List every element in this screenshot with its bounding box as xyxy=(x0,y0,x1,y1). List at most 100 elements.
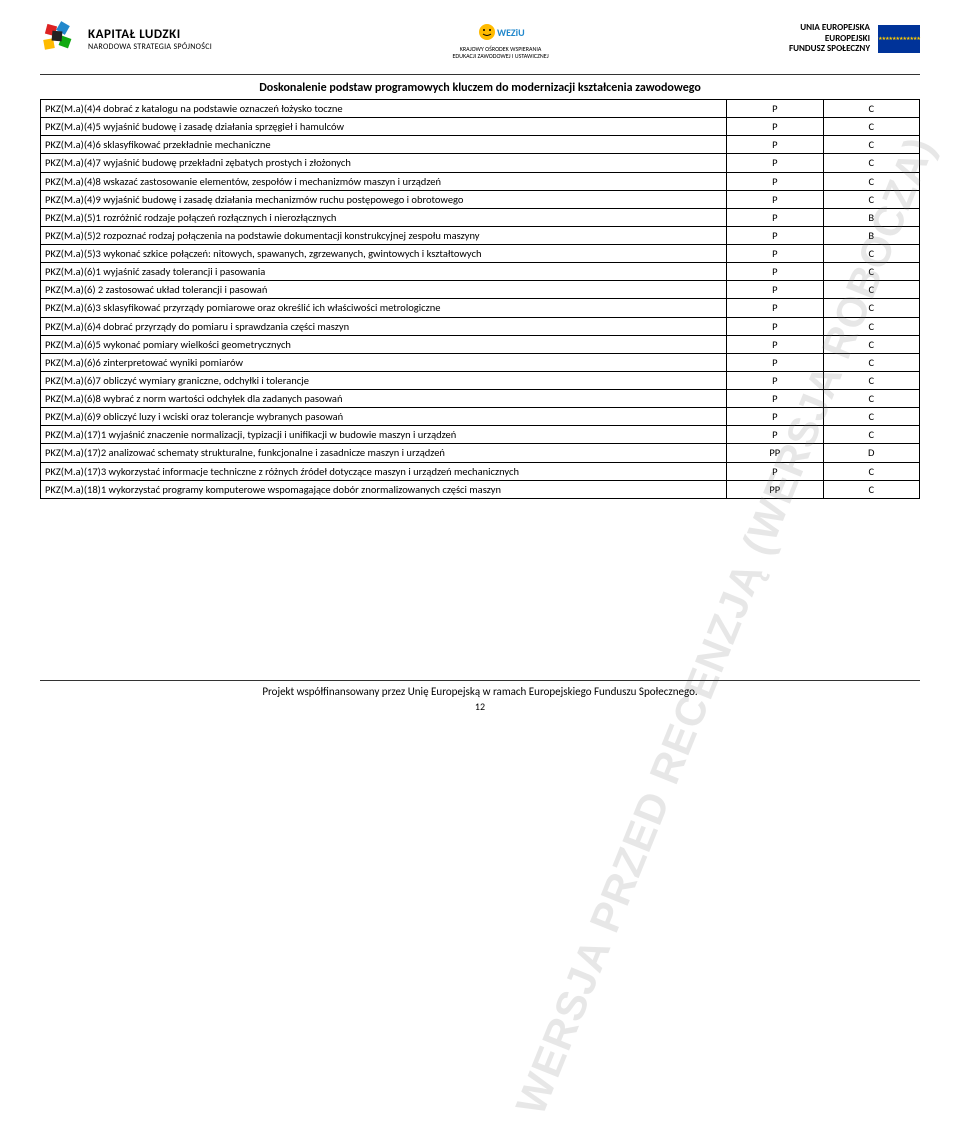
competency-cell: PKZ(M.a)(5)1 rozróżnić rodzaje połączeń … xyxy=(41,208,727,226)
page-footer: Projekt współfinansowany przez Unię Euro… xyxy=(0,680,960,713)
table-row: PKZ(M.a)(4)6 sklasyfikować przekładnie m… xyxy=(41,136,920,154)
competency-cell: PKZ(M.a)(4)5 wyjaśnić budowę i zasadę dz… xyxy=(41,118,727,136)
competency-cell: PKZ(M.a)(6)7 obliczyć wymiary graniczne,… xyxy=(41,371,727,389)
kl-title: KAPITAŁ LUDZKI xyxy=(88,27,212,42)
svg-text:WEZiU: WEZiU xyxy=(497,26,525,39)
logo-koweziu: WEZiU KRAJOWY OŚRODEK WSPIERANIA EDUKACJ… xyxy=(452,18,548,59)
competency-cell: PKZ(M.a)(4)8 wskazać zastosowanie elemen… xyxy=(41,172,727,190)
table-row: PKZ(M.a)(6)3 sklasyfikować przyrządy pom… xyxy=(41,299,920,317)
eu-flag-icon xyxy=(878,25,920,53)
competency-cell: PKZ(M.a)(4)7 wyjaśnić budowę przekładni … xyxy=(41,154,727,172)
competency-cell: PKZ(M.a)(6)8 wybrać z norm wartości odch… xyxy=(41,390,727,408)
level-cell: P xyxy=(727,390,823,408)
level-cell: P xyxy=(727,299,823,317)
page-header: KAPITAŁ LUDZKI NARODOWA STRATEGIA SPÓJNO… xyxy=(0,0,960,74)
level-cell: P xyxy=(727,263,823,281)
competency-cell: PKZ(M.a)(17)2 analizować schematy strukt… xyxy=(41,444,727,462)
category-cell: C xyxy=(823,480,919,498)
category-cell: C xyxy=(823,136,919,154)
category-cell: C xyxy=(823,299,919,317)
competency-cell: PKZ(M.a)(6) 2 zastosować układ tolerancj… xyxy=(41,281,727,299)
category-cell: C xyxy=(823,245,919,263)
table-row: PKZ(M.a)(4)5 wyjaśnić budowę i zasadę dz… xyxy=(41,118,920,136)
table-row: PKZ(M.a)(17)2 analizować schematy strukt… xyxy=(41,444,920,462)
table-row: PKZ(M.a)(6)5 wykonać pomiary wielkości g… xyxy=(41,335,920,353)
table-row: PKZ(M.a)(6)6 zinterpretować wyniki pomia… xyxy=(41,353,920,371)
table-row: PKZ(M.a)(6) 2 zastosować układ tolerancj… xyxy=(41,281,920,299)
table-row: PKZ(M.a)(18)1 wykorzystać programy kompu… xyxy=(41,480,920,498)
table-row: PKZ(M.a)(5)2 rozpoznać rodzaj połączenia… xyxy=(41,226,920,244)
level-cell: P xyxy=(727,208,823,226)
koweziu-line2: EDUKACJI ZAWODOWEJ I USTAWICZNEJ xyxy=(452,53,548,60)
competency-cell: PKZ(M.a)(18)1 wykorzystać programy kompu… xyxy=(41,480,727,498)
table-row: PKZ(M.a)(17)3 wykorzystać informacje tec… xyxy=(41,462,920,480)
eu-line3: FUNDUSZ SPOŁECZNY xyxy=(789,44,870,54)
level-cell: PP xyxy=(727,444,823,462)
competency-cell: PKZ(M.a)(6)5 wykonać pomiary wielkości g… xyxy=(41,335,727,353)
category-cell: B xyxy=(823,226,919,244)
competency-cell: PKZ(M.a)(6)4 dobrać przyrządy do pomiaru… xyxy=(41,317,727,335)
level-cell: P xyxy=(727,245,823,263)
table-row: PKZ(M.a)(6)7 obliczyć wymiary graniczne,… xyxy=(41,371,920,389)
category-cell: D xyxy=(823,444,919,462)
category-cell: C xyxy=(823,100,919,118)
competency-cell: PKZ(M.a)(6)6 zinterpretować wyniki pomia… xyxy=(41,353,727,371)
table-row: PKZ(M.a)(6)1 wyjaśnić zasady tolerancji … xyxy=(41,263,920,281)
table-row: PKZ(M.a)(4)8 wskazać zastosowanie elemen… xyxy=(41,172,920,190)
category-cell: C xyxy=(823,335,919,353)
category-cell: C xyxy=(823,408,919,426)
competency-cell: PKZ(M.a)(6)1 wyjaśnić zasady tolerancji … xyxy=(41,263,727,281)
category-cell: C xyxy=(823,190,919,208)
table-row: PKZ(M.a)(6)8 wybrać z norm wartości odch… xyxy=(41,390,920,408)
table-row: PKZ(M.a)(4)4 dobrać z katalogu na podsta… xyxy=(41,100,920,118)
page-title: Doskonalenie podstaw programowych klucze… xyxy=(0,75,960,99)
table-row: PKZ(M.a)(17)1 wyjaśnić znaczenie normali… xyxy=(41,426,920,444)
level-cell: P xyxy=(727,172,823,190)
competency-cell: PKZ(M.a)(6)9 obliczyć luzy i wciski oraz… xyxy=(41,408,727,426)
category-cell: C xyxy=(823,353,919,371)
table-row: PKZ(M.a)(4)7 wyjaśnić budowę przekładni … xyxy=(41,154,920,172)
category-cell: C xyxy=(823,317,919,335)
category-cell: C xyxy=(823,281,919,299)
competency-cell: PKZ(M.a)(17)1 wyjaśnić znaczenie normali… xyxy=(41,426,727,444)
table-row: PKZ(M.a)(4)9 wyjaśnić budowę i zasadę dz… xyxy=(41,190,920,208)
table-row: PKZ(M.a)(5)3 wykonać szkice połączeń: ni… xyxy=(41,245,920,263)
category-cell: C xyxy=(823,118,919,136)
competency-cell: PKZ(M.a)(17)3 wykorzystać informacje tec… xyxy=(41,462,727,480)
logo-eu: UNIA EUROPEJSKA EUROPEJSKI FUNDUSZ SPOŁE… xyxy=(789,23,920,54)
level-cell: P xyxy=(727,353,823,371)
competency-cell: PKZ(M.a)(6)3 sklasyfikować przyrządy pom… xyxy=(41,299,727,317)
logo-kapital-ludzki: KAPITAŁ LUDZKI NARODOWA STRATEGIA SPÓJNO… xyxy=(40,19,212,59)
level-cell: P xyxy=(727,190,823,208)
competency-cell: PKZ(M.a)(5)3 wykonać szkice połączeń: ni… xyxy=(41,245,727,263)
table-row: PKZ(M.a)(6)4 dobrać przyrządy do pomiaru… xyxy=(41,317,920,335)
table-row: PKZ(M.a)(6)9 obliczyć luzy i wciski oraz… xyxy=(41,408,920,426)
category-cell: C xyxy=(823,172,919,190)
competency-cell: PKZ(M.a)(4)6 sklasyfikować przekładnie m… xyxy=(41,136,727,154)
level-cell: P xyxy=(727,317,823,335)
competency-cell: PKZ(M.a)(4)4 dobrać z katalogu na podsta… xyxy=(41,100,727,118)
level-cell: P xyxy=(727,118,823,136)
category-cell: C xyxy=(823,462,919,480)
category-cell: C xyxy=(823,390,919,408)
level-cell: P xyxy=(727,154,823,172)
level-cell: P xyxy=(727,462,823,480)
kl-subtitle: NARODOWA STRATEGIA SPÓJNOŚCI xyxy=(88,42,212,52)
footer-divider xyxy=(40,680,920,681)
content-area: PKZ(M.a)(4)4 dobrać z katalogu na podsta… xyxy=(0,99,960,499)
page-number: 12 xyxy=(0,700,960,713)
level-cell: P xyxy=(727,408,823,426)
category-cell: C xyxy=(823,371,919,389)
competency-table: PKZ(M.a)(4)4 dobrać z katalogu na podsta… xyxy=(40,99,920,499)
category-cell: C xyxy=(823,426,919,444)
level-cell: P xyxy=(727,226,823,244)
level-cell: P xyxy=(727,426,823,444)
category-cell: B xyxy=(823,208,919,226)
table-row: PKZ(M.a)(5)1 rozróżnić rodzaje połączeń … xyxy=(41,208,920,226)
competency-cell: PKZ(M.a)(4)9 wyjaśnić budowę i zasadę dz… xyxy=(41,190,727,208)
level-cell: P xyxy=(727,335,823,353)
competency-cell: PKZ(M.a)(5)2 rozpoznać rodzaj połączenia… xyxy=(41,226,727,244)
footer-text: Projekt współfinansowany przez Unię Euro… xyxy=(0,685,960,698)
level-cell: PP xyxy=(727,480,823,498)
level-cell: P xyxy=(727,281,823,299)
